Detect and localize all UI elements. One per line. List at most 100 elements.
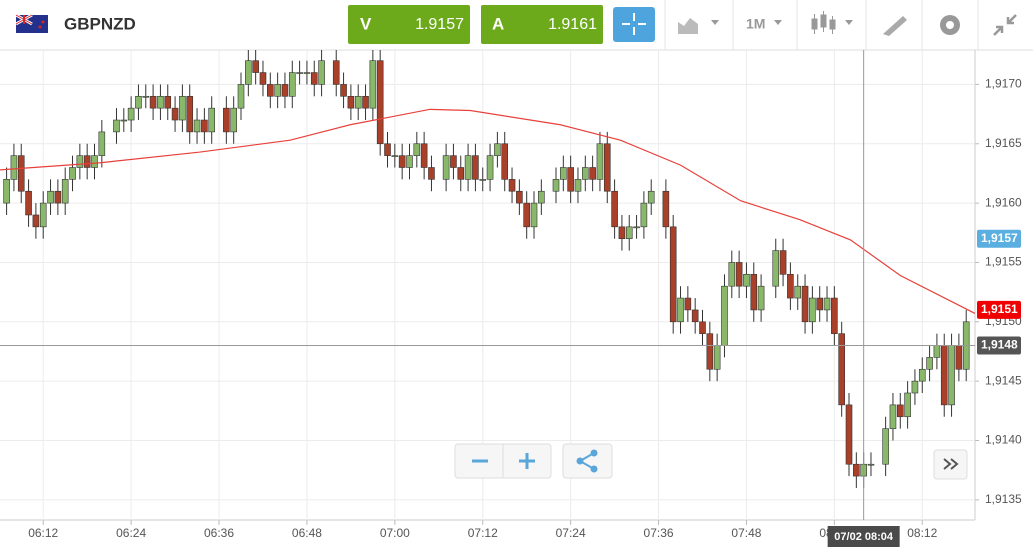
x-tick-label: 08:12 — [907, 526, 937, 540]
candle-body — [603, 143, 611, 192]
flag-icon — [15, 13, 48, 33]
candle-body — [633, 226, 640, 229]
x-tick-label: 06:48 — [292, 526, 322, 540]
candle-body — [926, 357, 933, 370]
candle-body — [955, 345, 963, 370]
candle-body — [552, 179, 560, 192]
candle-body — [347, 95, 355, 109]
candle-body — [149, 95, 157, 109]
candle-body — [398, 155, 406, 168]
candle-body — [142, 95, 150, 98]
candle-body — [354, 95, 362, 109]
candle-body — [567, 167, 574, 192]
price-tag — [977, 300, 1021, 319]
candle-body — [47, 190, 54, 204]
candle-body — [303, 72, 311, 74]
crosshair-price-label: 1,9148 — [981, 338, 1018, 352]
candle-body — [464, 155, 472, 180]
candle-body — [362, 95, 369, 109]
candle-body — [120, 119, 128, 122]
buy-button[interactable] — [481, 5, 603, 44]
candle-body — [479, 179, 487, 181]
candle-body — [157, 95, 164, 109]
candle-body — [245, 60, 252, 85]
candle-body — [413, 143, 421, 156]
zoom-controls — [454, 443, 968, 480]
timeframe-button[interactable]: 1M — [746, 16, 765, 32]
candle-body — [530, 202, 538, 228]
candle-body — [516, 190, 523, 204]
x-tick-label: 06:36 — [204, 526, 234, 540]
symbol: GBPNZD — [64, 14, 136, 33]
candle-body — [911, 380, 919, 394]
candle-body — [699, 321, 706, 334]
candle-body — [933, 345, 941, 358]
candle-body — [288, 72, 296, 97]
candle-body — [560, 167, 567, 180]
candle-body — [230, 107, 237, 133]
candle-body — [640, 202, 648, 228]
candle-body — [801, 285, 809, 323]
scroll-right-button[interactable] — [933, 449, 968, 480]
candle-body — [677, 297, 684, 323]
candle-body — [135, 95, 142, 109]
candle-body — [523, 202, 530, 228]
collapse-button[interactable] — [993, 14, 1017, 36]
candle-body — [83, 155, 91, 168]
candle-body — [391, 155, 399, 157]
candle-body — [281, 84, 289, 97]
candle-body — [750, 274, 758, 311]
candle-body — [809, 297, 816, 323]
buy-price: 1.9161 — [548, 16, 597, 33]
draw-button[interactable] — [883, 16, 907, 36]
candle-body — [596, 143, 604, 180]
timeframe-caret — [774, 20, 782, 25]
settings-button[interactable] — [940, 15, 960, 35]
crosshair-button[interactable] — [613, 7, 655, 42]
y-tick-label: 1,9135 — [985, 492, 1022, 506]
candle-body — [618, 226, 626, 240]
chart-type-button[interactable] — [678, 18, 719, 34]
candle-body — [816, 297, 824, 311]
candle-body — [3, 179, 10, 204]
sell-label: V — [360, 14, 372, 33]
candle-body — [779, 250, 787, 275]
candle-body — [376, 60, 384, 145]
candle-body — [904, 392, 911, 418]
y-tick-label: 1,9170 — [985, 77, 1022, 91]
candle-body — [237, 84, 245, 109]
price-tag-label: 1,9157 — [981, 231, 1018, 245]
candle-body — [706, 333, 714, 370]
candle-body — [450, 155, 457, 168]
candle-body — [625, 226, 633, 240]
candle-body — [889, 404, 897, 429]
buy-label: A — [492, 14, 504, 33]
y-tick-label: 1,9165 — [985, 136, 1022, 150]
candle-body — [743, 274, 750, 287]
candle-body — [669, 226, 677, 323]
sell-button[interactable] — [348, 5, 470, 44]
candle-body — [442, 155, 450, 180]
x-tick-label: 06:24 — [116, 526, 146, 540]
y-tick-label: 1,9155 — [985, 255, 1022, 269]
crosshair-time-label: 07/02 08:04 — [834, 531, 894, 543]
candle-body — [867, 463, 875, 466]
candle-body — [369, 60, 377, 109]
candle-body — [201, 119, 208, 133]
crosshair-price-tag — [977, 336, 1021, 355]
candle-body — [69, 167, 76, 180]
candles-button[interactable] — [811, 11, 853, 34]
candle-body — [918, 368, 926, 382]
candle-body — [882, 428, 889, 465]
candle-body — [91, 155, 98, 168]
y-tick-label: 1,9140 — [985, 433, 1022, 447]
candle-body — [896, 404, 904, 418]
candle-body — [17, 155, 25, 192]
share-button[interactable] — [562, 443, 613, 479]
candle-body — [428, 167, 435, 180]
zoom-in-button[interactable] — [519, 453, 535, 469]
candle-body — [538, 190, 545, 204]
crosshair-time-tag — [827, 526, 900, 547]
candle-body — [54, 190, 62, 204]
